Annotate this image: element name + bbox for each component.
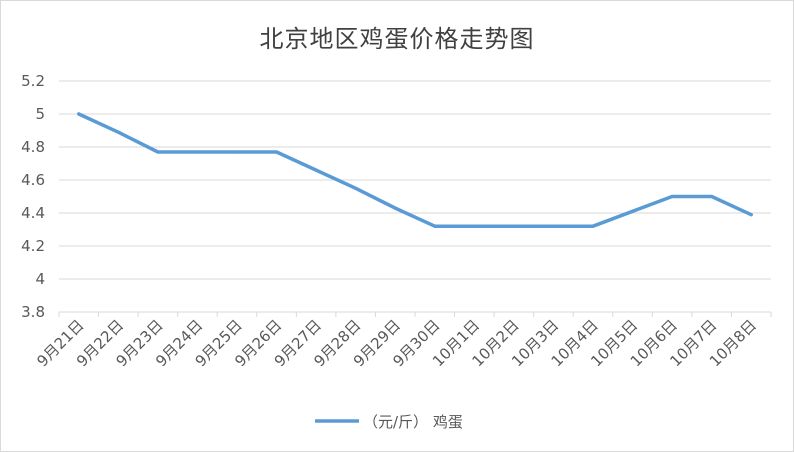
data-point bbox=[156, 150, 160, 154]
data-point bbox=[670, 195, 674, 198]
data-point bbox=[195, 150, 199, 154]
data-point bbox=[710, 195, 714, 198]
legend: （元/斤） 鸡蛋 bbox=[315, 413, 463, 431]
y-tick-label: 4.6 bbox=[21, 171, 45, 189]
chart-title: 北京地区鸡蛋价格走势图 bbox=[259, 25, 535, 53]
data-point bbox=[512, 224, 516, 228]
data-point bbox=[354, 186, 358, 190]
data-point bbox=[116, 130, 120, 134]
gridlines bbox=[59, 80, 771, 313]
data-point bbox=[472, 224, 476, 228]
data-point bbox=[749, 213, 753, 217]
data-point bbox=[393, 206, 397, 210]
y-tick-label: 5 bbox=[35, 105, 45, 123]
y-tick-label: 4.2 bbox=[21, 237, 45, 255]
series-layer bbox=[77, 112, 753, 228]
x-axis-ticks: 9月21日9月22日9月23日9月24日9月25日9月26日9月27日9月28日… bbox=[33, 312, 772, 370]
y-tick-label: 5.2 bbox=[21, 72, 45, 90]
data-point bbox=[591, 224, 595, 228]
y-tick-label: 4 bbox=[35, 270, 45, 288]
series-line bbox=[77, 112, 753, 228]
data-point bbox=[551, 224, 555, 228]
data-point bbox=[235, 150, 239, 154]
legend-label: （元/斤） 鸡蛋 bbox=[363, 413, 463, 431]
data-point bbox=[631, 209, 635, 213]
data-point bbox=[314, 168, 318, 172]
data-point bbox=[433, 224, 437, 228]
data-point bbox=[77, 112, 81, 116]
y-tick-label: 3.8 bbox=[21, 303, 45, 321]
y-axis-ticks: 3.8 4 4.2 4.4 4.6 4.8 5 5.2 bbox=[21, 72, 45, 321]
y-tick-label: 4.8 bbox=[21, 138, 45, 156]
y-tick-label: 4.4 bbox=[21, 204, 45, 222]
data-point bbox=[275, 150, 279, 154]
